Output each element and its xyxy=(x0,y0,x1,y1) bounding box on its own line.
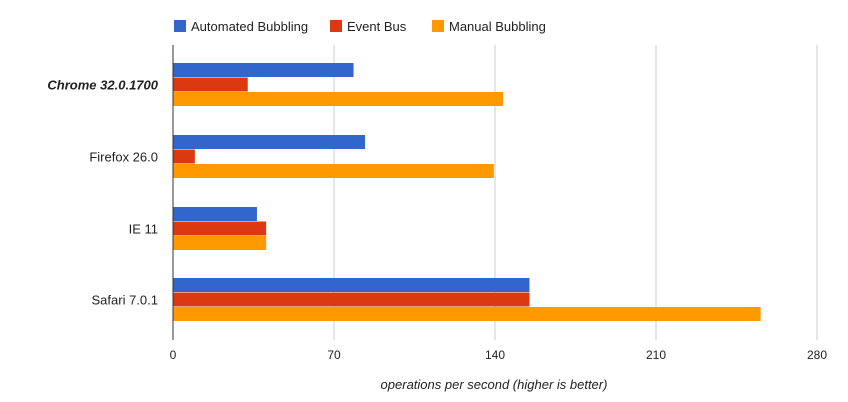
bar-ie-11-manual-bubbling[interactable] xyxy=(173,236,267,250)
category-labels: Chrome 32.0.1700 Firefox 26.0 IE 11 Safari … xyxy=(47,77,158,307)
x-axis-label: operations per second (higher is better) xyxy=(381,377,608,392)
bar-chrome-32-0-1700-event-bus[interactable] xyxy=(173,77,248,92)
bar-safari-7-0-1-manual-bubbling[interactable] xyxy=(173,307,761,321)
bar-ie-11-event-bus[interactable] xyxy=(173,221,267,236)
bar-firefox-26-0-event-bus[interactable] xyxy=(173,149,195,164)
bar-firefox-26-0-manual-bubbling[interactable] xyxy=(173,164,494,178)
category-label-ie-11: IE 11 xyxy=(129,221,158,236)
x-tick-70: 70 xyxy=(327,348,341,362)
category-label-firefox-26-0: Firefox 26.0 xyxy=(89,149,158,164)
bar-safari-7-0-1-event-bus[interactable] xyxy=(173,292,530,307)
x-tick-210: 210 xyxy=(646,348,666,362)
x-tick-0: 0 xyxy=(170,348,177,362)
legend-label-manual-bubbling: Manual Bubbling xyxy=(449,19,546,34)
category-label-chrome-32-0-1700: Chrome 32.0.1700 xyxy=(47,77,158,92)
legend-label-automated-bubbling: Automated Bubbling xyxy=(191,19,308,34)
legend-item-manual-bubbling[interactable]: Manual Bubbling xyxy=(432,19,546,34)
bar-chrome-32-0-1700-automated-bubbling[interactable] xyxy=(173,63,354,77)
legend-swatch-automated-bubbling xyxy=(174,20,186,32)
legend-label-event-bus: Event Bus xyxy=(347,19,407,34)
bar-ie-11-automated-bubbling[interactable] xyxy=(173,207,257,221)
legend-swatch-manual-bubbling xyxy=(432,20,444,32)
x-tick-labels: 0 70 140 210 280 xyxy=(170,348,828,362)
category-label-safari-7-0-1: Safari 7.0.1 xyxy=(92,292,159,307)
legend-swatch-event-bus xyxy=(330,20,342,32)
x-tick-280: 280 xyxy=(807,348,827,362)
legend-item-automated-bubbling[interactable]: Automated Bubbling xyxy=(174,19,308,34)
x-tick-140: 140 xyxy=(485,348,505,362)
bars xyxy=(173,63,761,321)
bar-chrome-32-0-1700-manual-bubbling[interactable] xyxy=(173,92,504,106)
bar-firefox-26-0-automated-bubbling[interactable] xyxy=(173,135,366,149)
legend: Automated Bubbling Event Bus Manual Bubbli… xyxy=(174,19,546,34)
legend-item-event-bus[interactable]: Event Bus xyxy=(330,19,407,34)
bar-safari-7-0-1-automated-bubbling[interactable] xyxy=(173,278,530,292)
